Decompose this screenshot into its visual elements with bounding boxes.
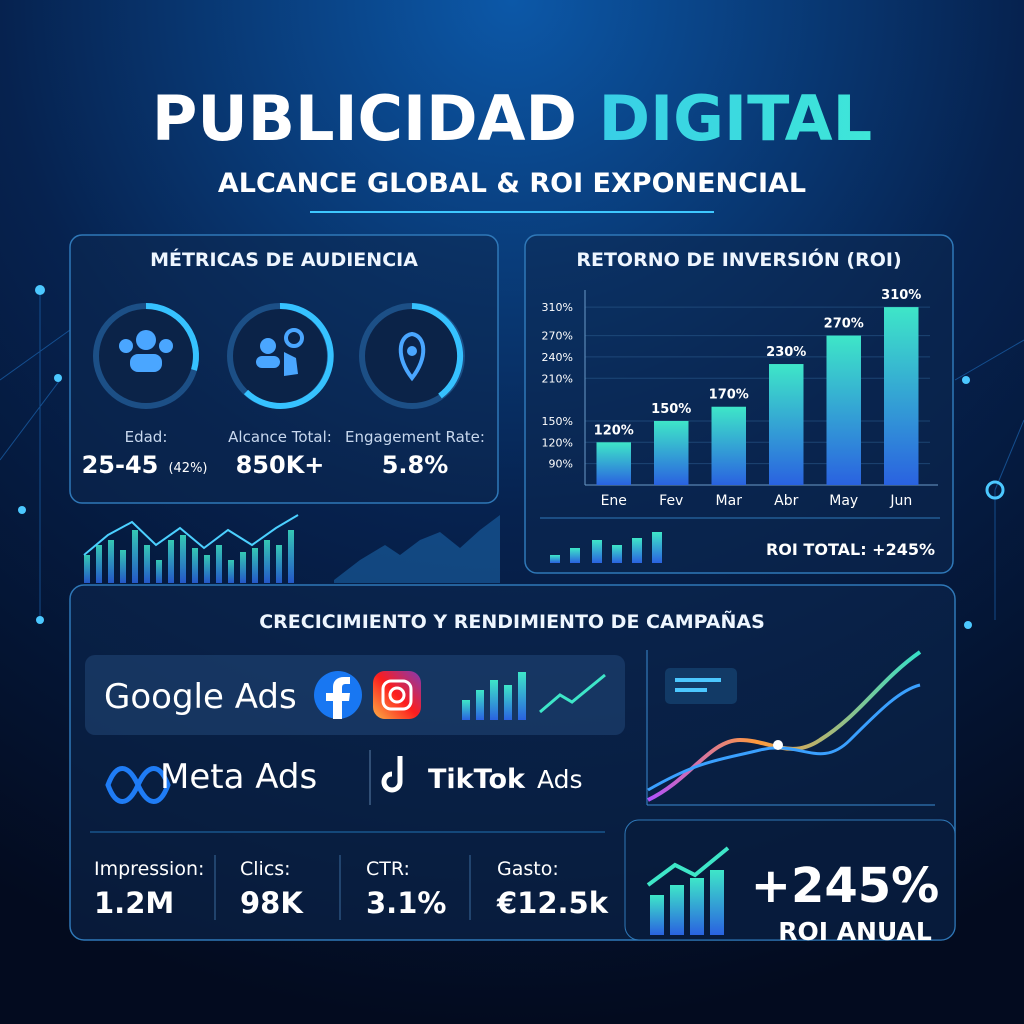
page-title: PUBLICIDAD DIGITAL (152, 82, 872, 155)
stat-label: Gasto: (497, 858, 559, 880)
x-tick-label: Mar (716, 493, 743, 509)
brand-name: Google Ads (104, 677, 297, 717)
panel-title: MÉTRICAS DE AUDIENCIA (150, 248, 418, 271)
metric-icons (93, 302, 465, 409)
bar (711, 406, 746, 485)
x-tick-label: Jun (889, 493, 912, 509)
stat-label: Clics: (240, 858, 291, 880)
value-label: 270% (824, 317, 864, 332)
roi-chart: RETORNO DE INVERSIÓN (ROI) 90% 120% 150% 21… (542, 247, 938, 509)
stat-label: Impression: (94, 858, 204, 880)
x-tick-label: Abr (774, 493, 798, 509)
roi-panel (524, 234, 954, 574)
x-tick-label: Ene (601, 493, 627, 509)
bar (769, 364, 804, 485)
bar (884, 307, 919, 485)
y-tick-label: 240% (542, 351, 573, 364)
value-label: 230% (766, 345, 806, 360)
tiktok-logo (381, 756, 403, 793)
metric-label: Alcance Total: (228, 428, 332, 446)
instagram-logo (373, 671, 421, 719)
highlight-label: ROI ANUAL (778, 917, 932, 946)
metric-label: Edad: (125, 428, 168, 446)
chart-title: RETORNO DE INVERSIÓN (ROI) (576, 247, 901, 271)
roi-total: ROI TOTAL: +245% (766, 540, 935, 559)
meta-logo (105, 766, 171, 804)
brand-name: TikTok (428, 764, 526, 795)
metric-label: Engagement Rate: (345, 428, 485, 446)
brand-name: Meta Ads (160, 757, 317, 797)
highlight-value: +245% (751, 858, 940, 914)
growth-chart (646, 650, 935, 806)
instagram-frame (381, 679, 413, 711)
facebook-f (326, 677, 350, 719)
title-highlight: DIGITAL (599, 82, 872, 155)
value-label: 120% (594, 423, 634, 438)
decor-bars (84, 530, 294, 583)
decor-line (539, 673, 606, 714)
stat-value: €12.5k (496, 886, 609, 920)
brand-name: Ads (537, 765, 583, 794)
stats: Impression: 1.2M Clics: 98K CTR: 3.1% Ga… (94, 855, 609, 920)
metric-value: 850K+ (236, 451, 325, 479)
decor-area (334, 515, 500, 583)
bar (654, 420, 689, 485)
network-dots (18, 285, 1005, 629)
title-main: PUBLICIDAD (152, 82, 577, 155)
value-label: 170% (709, 388, 749, 403)
decor-line (646, 846, 730, 887)
decor-bars (650, 870, 724, 935)
y-tick-label: 310% (542, 301, 573, 314)
y-tick-label: 270% (542, 330, 573, 343)
value-label: 310% (881, 288, 921, 303)
decor-bars (550, 532, 662, 563)
panel-title: CRECICIMIENTO Y RENDIMIENTO DE CAMPAÑAS (259, 609, 765, 633)
decor-bars (462, 672, 526, 720)
x-tick-label: Fev (659, 493, 683, 509)
instagram-lens (388, 686, 406, 704)
y-tick-label: 120% (542, 436, 573, 449)
metric-value: 25-45 (82, 451, 159, 479)
bar (826, 335, 861, 485)
x-tick-label: May (829, 493, 858, 509)
y-tick-label: 210% (542, 372, 573, 385)
metric-value: 5.8% (382, 451, 449, 479)
value-label: 150% (651, 402, 691, 417)
highlight-panel (624, 819, 956, 941)
subtitle: ALCANCE GLOBAL & ROI EXPONENCIAL (218, 168, 806, 199)
network-lines (0, 290, 1024, 620)
bar (596, 442, 631, 485)
stat-value: 1.2M (94, 886, 174, 920)
stat-value: 3.1% (366, 886, 446, 920)
y-tick-label: 150% (542, 415, 573, 428)
decor-line (83, 514, 299, 556)
metric-note: (42%) (168, 461, 207, 476)
stat-label: CTR: (366, 858, 410, 880)
y-tick-label: 90% (549, 458, 573, 471)
stat-value: 98K (240, 886, 304, 920)
